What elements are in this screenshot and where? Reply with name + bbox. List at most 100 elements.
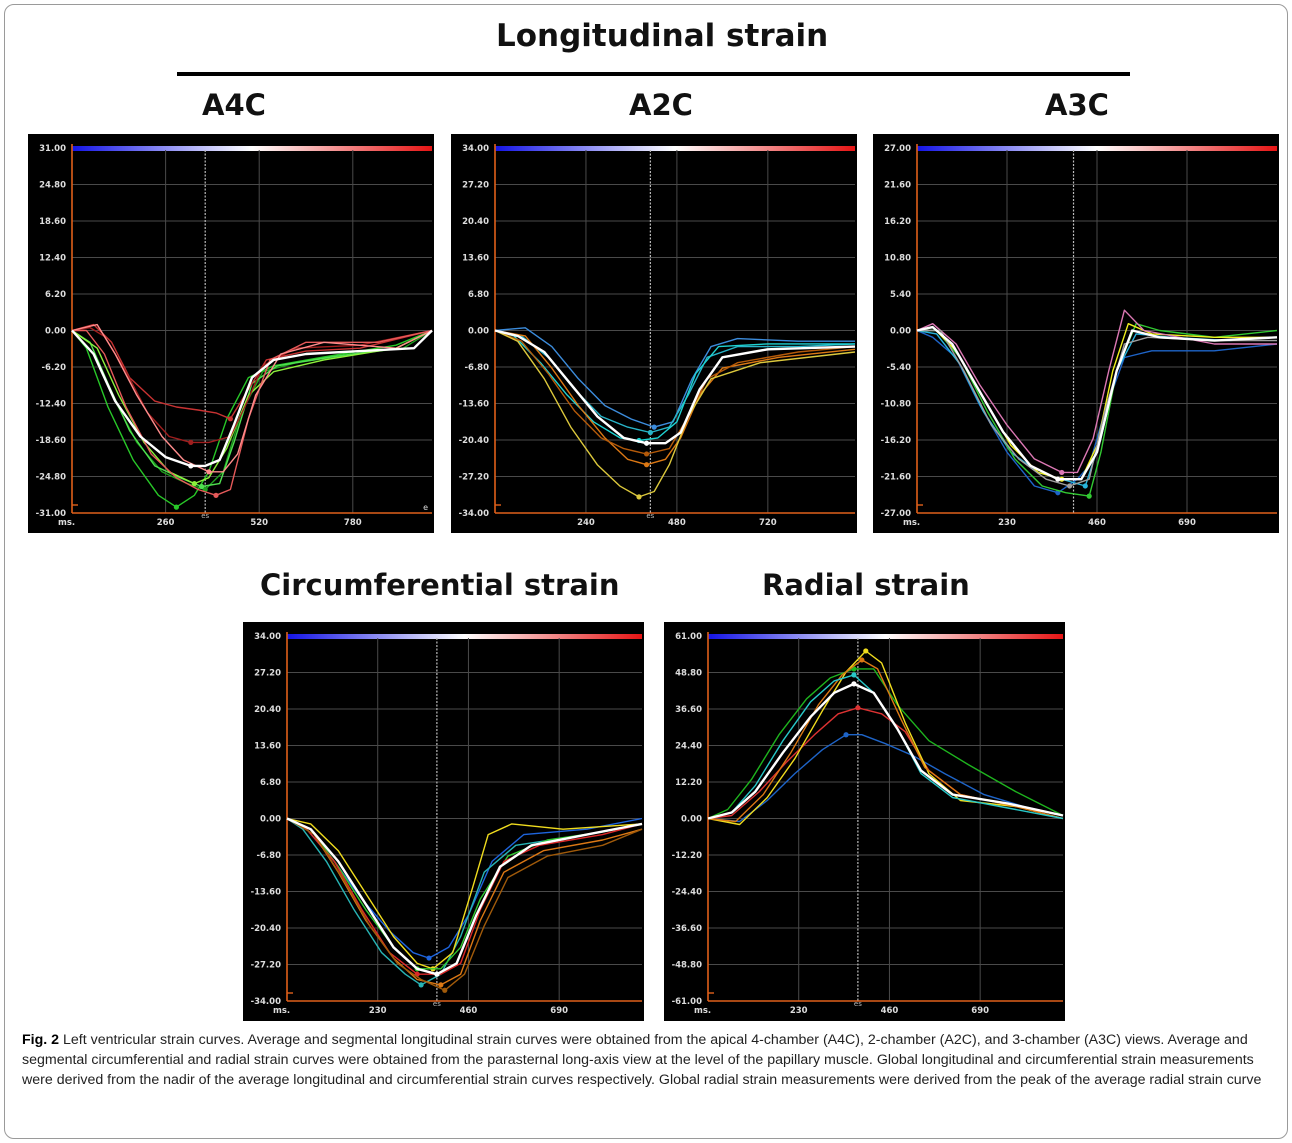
a4c-peak-dot xyxy=(188,439,194,445)
a2c-heading: A2C xyxy=(629,88,693,122)
heading-rule xyxy=(177,72,1130,76)
a3c-peak-dot xyxy=(1055,476,1061,482)
a3c-series-line xyxy=(916,309,1277,474)
caption-label: Fig. 2 xyxy=(22,1032,60,1048)
circ-colorbar xyxy=(287,634,642,639)
rad-series-line xyxy=(707,659,1064,823)
circ-series-line xyxy=(286,817,643,975)
a4c-xtick: 520 xyxy=(250,518,268,528)
a3c-colorbar xyxy=(917,146,1277,151)
rad-ytick: 0.00 xyxy=(681,815,702,825)
a4c-ytick: 0.00 xyxy=(45,327,66,337)
a3c-ytick: -27.00 xyxy=(881,509,911,519)
a4c-series-line xyxy=(71,329,433,468)
a3c-chart: 27.00 21.60 16.20 10.80 5.40 0.00 -5.40 -10.80 -… xyxy=(873,134,1279,533)
circ-peak-dot xyxy=(434,971,440,977)
a3c-xunit: ms. xyxy=(903,518,920,528)
rad-peak-dot xyxy=(855,705,861,711)
a3c-ytick: 27.00 xyxy=(884,144,911,154)
a2c-series-line xyxy=(494,329,856,466)
a2c-chart: 34.00 27.20 20.40 13.60 6.80 0.00 -6.80 -13.60 -… xyxy=(451,134,857,533)
rad-series-line xyxy=(707,682,1064,820)
circ-peak-dot xyxy=(438,982,444,988)
circ-xtick: 690 xyxy=(550,1006,568,1016)
a4c-end-label: e xyxy=(423,503,428,512)
a4c-ytick: 24.80 xyxy=(39,181,66,191)
a3c-peak-dot xyxy=(1082,483,1088,489)
radial-chart: 61.00 48.80 36.60 24.40 12.20 0.00 -12.20 -24.4… xyxy=(664,622,1065,1021)
a4c-svg: 31.00 24.80 18.60 12.40 6.20 0.00 -6.20 -12.40 -… xyxy=(36,144,433,528)
figure-caption: Fig. 2 Left ventricular strain curves. A… xyxy=(22,1030,1274,1090)
circ-ytick: -20.40 xyxy=(251,924,281,934)
a2c-ytick: 34.00 xyxy=(462,144,489,154)
a4c-peak-dot xyxy=(206,469,212,475)
circ-series-line xyxy=(286,817,643,986)
radial-strain-heading: Radial strain xyxy=(762,568,970,602)
rad-peak-dot xyxy=(859,657,865,663)
a3c-ytick: -5.40 xyxy=(887,363,912,373)
rad-peak-dot xyxy=(843,732,849,738)
a4c-ytick: -24.80 xyxy=(36,473,66,483)
a4c-ytick: -31.00 xyxy=(36,509,66,519)
a4c-es-label: es xyxy=(201,512,209,520)
a4c-series-line xyxy=(71,323,433,420)
rad-peak-dot xyxy=(851,681,857,687)
a2c-peak-dot xyxy=(643,462,650,468)
a4c-ytick: -12.40 xyxy=(36,400,66,410)
rad-colorbar xyxy=(708,634,1063,639)
a2c-ytick: -20.40 xyxy=(459,436,489,446)
a4c-peak-dot xyxy=(199,483,205,490)
rad-svg: 61.00 48.80 36.60 24.40 12.20 0.00 -12.20 -24.4… xyxy=(672,632,1064,1016)
a3c-ytick: -16.20 xyxy=(881,436,911,446)
circ-ytick: -27.20 xyxy=(251,961,281,971)
a3c-series-line xyxy=(916,325,1278,481)
circ-series-line xyxy=(286,817,643,970)
circ-ytick: 6.80 xyxy=(260,778,281,788)
rad-ytick: 61.00 xyxy=(675,632,702,642)
circ-xtick: 230 xyxy=(369,1006,387,1016)
a2c-ytick: -13.60 xyxy=(459,400,489,410)
a3c-peak-dot xyxy=(1067,483,1073,489)
a2c-ytick: 27.20 xyxy=(462,181,489,191)
a4c-peak-dot xyxy=(188,463,194,469)
circ-ytick: 13.60 xyxy=(254,742,281,752)
a3c-peak-dot xyxy=(1059,469,1065,476)
circ-peak-dot xyxy=(442,987,448,993)
rad-series-line xyxy=(707,734,1064,823)
a4c-series-line xyxy=(71,329,433,508)
a2c-xtick: 240 xyxy=(577,518,595,528)
circ-xtick: 460 xyxy=(460,1006,478,1016)
rad-ytick: -61.00 xyxy=(672,997,702,1007)
rad-xtick: 460 xyxy=(881,1006,899,1016)
a2c-ytick: -6.80 xyxy=(465,363,490,373)
circ-ytick: 20.40 xyxy=(254,705,281,715)
rad-ytick: 24.40 xyxy=(675,742,702,752)
a4c-xtick: 260 xyxy=(157,518,175,528)
a2c-peak-dot xyxy=(651,424,657,430)
a2c-series-line xyxy=(494,327,855,428)
rad-xunit: ms. xyxy=(694,1006,711,1016)
circ-ytick: 27.20 xyxy=(254,669,281,679)
rad-series-line xyxy=(707,650,1064,826)
a4c-chart: 31.00 24.80 18.60 12.40 6.20 0.00 -6.20 -12.40 -… xyxy=(28,134,434,533)
a2c-ytick: 20.40 xyxy=(462,217,489,227)
a2c-svg: 34.00 27.20 20.40 13.60 6.80 0.00 -6.80 -13.60 -… xyxy=(459,144,856,528)
circ-ytick: -13.60 xyxy=(251,888,281,898)
a2c-es-label: es xyxy=(646,512,654,520)
a3c-svg: 27.00 21.60 16.20 10.80 5.40 0.00 -5.40 -10.80 -… xyxy=(881,144,1278,528)
a4c-ytick: -18.60 xyxy=(36,436,66,446)
rad-es-label: es xyxy=(854,1000,862,1008)
a4c-peak-dot xyxy=(173,504,179,510)
a3c-ytick: 16.20 xyxy=(884,217,911,227)
a2c-peak-dot xyxy=(647,429,653,436)
circ-series-line xyxy=(286,817,643,986)
a3c-xtick: 460 xyxy=(1088,518,1106,528)
a2c-ytick: -27.20 xyxy=(459,473,489,483)
a4c-ytick: 12.40 xyxy=(39,254,66,264)
longitudinal-strain-heading: Longitudinal strain xyxy=(496,18,829,54)
a2c-xtick: 720 xyxy=(759,518,777,528)
a4c-series-line xyxy=(72,329,433,496)
circumferential-strain-heading: Circumferential strain xyxy=(260,568,620,602)
a2c-peak-dot xyxy=(643,451,650,457)
a3c-ytick: 0.00 xyxy=(890,327,911,337)
